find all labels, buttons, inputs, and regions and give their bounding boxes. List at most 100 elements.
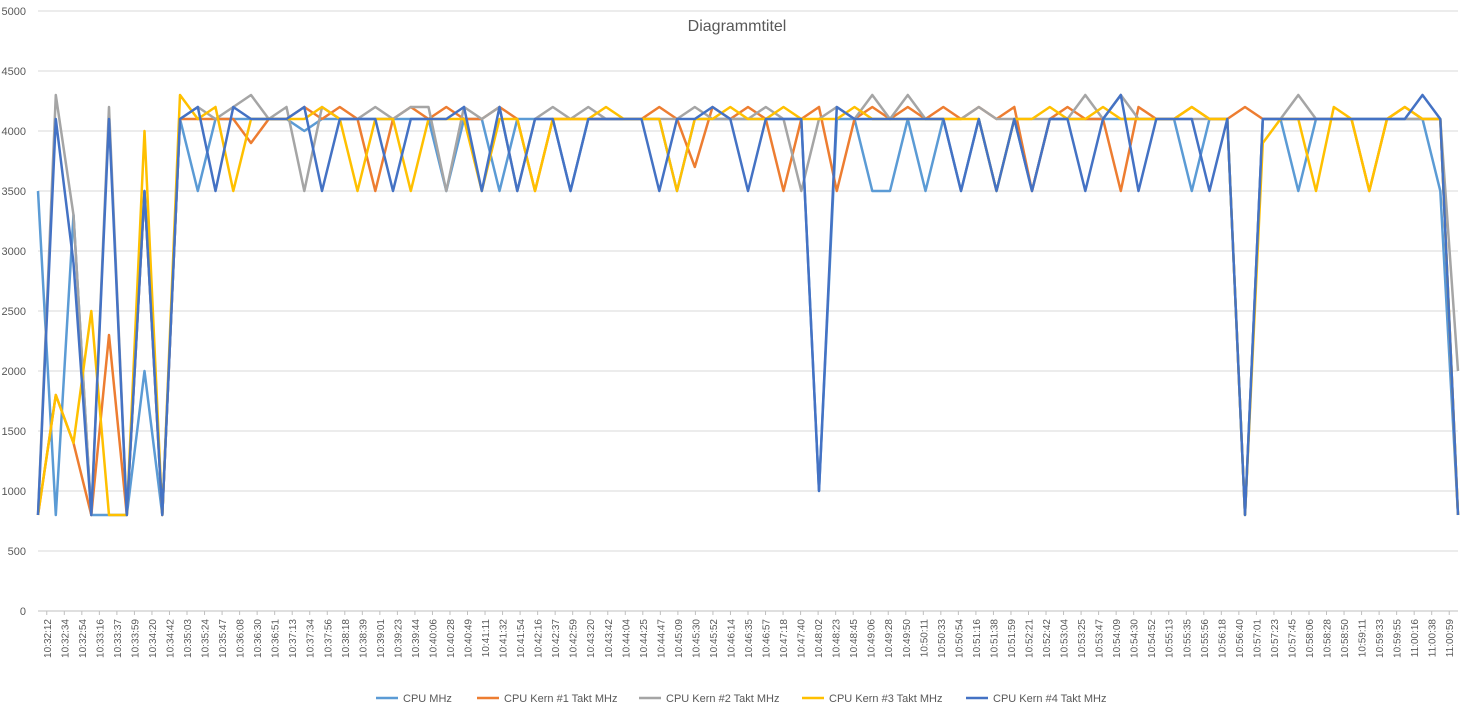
x-tick-label: 10:38:18	[341, 619, 352, 658]
x-tick-label: 10:35:47	[218, 619, 229, 658]
x-tick-label: 10:36:30	[253, 619, 264, 658]
x-tick-label: 11:00:38	[1428, 619, 1439, 658]
x-tick-label: 10:52:21	[1024, 619, 1035, 658]
x-tick-label: 10:54:30	[1130, 619, 1141, 658]
x-tick-label: 10:43:42	[604, 619, 615, 658]
series-line	[36, 93, 1460, 517]
x-tick-label: 10:48:02	[814, 619, 825, 658]
x-tick-label: 10:48:23	[832, 619, 843, 658]
x-tick-label: 10:41:54	[516, 619, 527, 658]
x-tick-label: 10:53:47	[1095, 619, 1106, 658]
x-tick-label: 10:51:38	[989, 619, 1000, 658]
x-tick-label: 10:47:40	[797, 619, 808, 658]
y-tick-label: 4000	[2, 126, 26, 138]
y-tick-label: 5000	[2, 6, 26, 18]
x-tick-label: 10:35:03	[183, 619, 194, 658]
x-tick-label: 10:55:35	[1182, 619, 1193, 658]
x-tick-label: 10:39:44	[411, 619, 422, 658]
series-lines	[36, 93, 1460, 517]
x-tick-label: 10:56:18	[1217, 619, 1228, 658]
x-tick-label: 10:58:28	[1323, 619, 1334, 658]
x-tick-label: 10:44:47	[656, 619, 667, 658]
x-tick-label: 10:55:56	[1200, 619, 1211, 658]
x-tick-label: 10:42:37	[551, 619, 562, 658]
x-tick-label: 10:35:24	[201, 619, 212, 658]
x-tick-label: 10:49:50	[902, 619, 913, 658]
y-tick-label: 4500	[2, 66, 26, 78]
legend-label: CPU Kern #1 Takt MHz	[504, 693, 618, 705]
x-tick-label: 10:44:25	[639, 619, 650, 658]
y-axis-labels: 0 500 1000 1500 2000 2500 3000 3500 4000 4500 5000	[2, 6, 26, 618]
y-tick-label: 500	[8, 546, 26, 558]
x-tick-label: 10:32:34	[60, 619, 71, 658]
x-tick-label: 10:42:59	[569, 619, 580, 658]
x-tick-label: 10:59:11	[1358, 619, 1369, 658]
x-tick-label: 10:50:11	[919, 619, 930, 658]
series-line	[36, 93, 1460, 517]
y-tick-label: 2500	[2, 306, 26, 318]
gridlines	[38, 10, 1458, 612]
x-tick-label: 10:34:42	[165, 619, 176, 658]
y-tick-label: 1000	[2, 486, 26, 498]
x-tick-label: 10:59:33	[1375, 619, 1386, 658]
series-line	[36, 117, 1460, 517]
y-tick-label: 2000	[2, 366, 26, 378]
x-tick-label: 10:57:45	[1287, 619, 1298, 658]
x-tick-label: 10:53:25	[1077, 619, 1088, 658]
x-tick-label: 10:40:06	[428, 619, 439, 658]
x-tick-label: 10:51:16	[972, 619, 983, 658]
x-tick-label: 10:40:49	[464, 619, 475, 658]
x-tick-label: 10:32:54	[78, 619, 89, 658]
x-tick-label: 10:37:56	[323, 619, 334, 658]
x-tick-label: 10:50:33	[937, 619, 948, 658]
x-tick-label: 10:37:34	[306, 619, 317, 658]
x-tick-label: 10:49:28	[884, 619, 895, 658]
x-tick-label: 11:00:59	[1445, 619, 1456, 658]
x-tick-label: 10:45:30	[691, 619, 702, 658]
x-tick-label: 10:43:20	[586, 619, 597, 658]
x-tick-label: 10:32:12	[43, 619, 54, 658]
x-tick-label: 10:46:14	[726, 619, 737, 658]
x-tick-label: 10:46:35	[744, 619, 755, 658]
x-tick-label: 10:54:09	[1112, 619, 1123, 658]
x-tick-label: 10:44:04	[621, 619, 632, 658]
x-tick-label: 10:46:57	[762, 619, 773, 658]
x-tick-label: 10:33:16	[95, 619, 106, 658]
x-tick-label: 10:40:28	[446, 619, 457, 658]
x-tick-label: 10:57:23	[1270, 619, 1281, 658]
x-tick-label: 10:39:01	[376, 619, 387, 658]
x-tick-label: 10:45:52	[709, 619, 720, 658]
x-tick-label: 10:55:13	[1165, 619, 1176, 658]
x-tick-label: 11:00:16	[1410, 619, 1421, 658]
legend-label: CPU Kern #4 Takt MHz	[993, 693, 1107, 705]
x-tick-label: 10:58:06	[1305, 619, 1316, 658]
x-tick-label: 10:58:50	[1340, 619, 1351, 658]
chart-title: Diagrammtitel	[688, 18, 787, 35]
x-tick-label: 10:39:23	[393, 619, 404, 658]
x-tick-label: 10:54:52	[1147, 619, 1158, 658]
legend-label: CPU Kern #2 Takt MHz	[666, 693, 780, 705]
x-tick-label: 10:41:11	[481, 619, 492, 658]
x-tick-label: 10:36:08	[236, 619, 247, 658]
series-line	[36, 93, 1460, 517]
x-tick-label: 10:53:04	[1060, 619, 1071, 658]
legend-label: CPU MHz	[403, 693, 452, 705]
x-tick-label: 10:49:06	[867, 619, 878, 658]
x-tick-label: 10:37:13	[288, 619, 299, 658]
x-tick-label: 10:59:55	[1393, 619, 1404, 658]
x-tick-label: 10:45:09	[674, 619, 685, 658]
x-tick-label: 10:38:39	[358, 619, 369, 658]
x-tick-label: 10:52:42	[1042, 619, 1053, 658]
y-tick-label: 3000	[2, 246, 26, 258]
x-tick-label: 10:41:32	[499, 619, 510, 658]
y-tick-label: 3500	[2, 186, 26, 198]
x-tick-label: 10:36:51	[271, 619, 282, 658]
x-tick-label: 10:42:16	[534, 619, 545, 658]
y-tick-label: 1500	[2, 426, 26, 438]
x-tick-label: 10:33:37	[113, 619, 124, 658]
legend: CPU MHz CPU Kern #1 Takt MHz CPU Kern #2 T…	[376, 693, 1107, 705]
x-tick-label: 10:51:59	[1007, 619, 1018, 658]
x-tick-label: 10:57:01	[1252, 619, 1263, 658]
